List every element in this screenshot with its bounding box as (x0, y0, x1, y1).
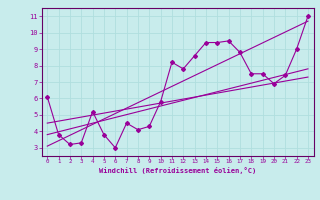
X-axis label: Windchill (Refroidissement éolien,°C): Windchill (Refroidissement éolien,°C) (99, 167, 256, 174)
